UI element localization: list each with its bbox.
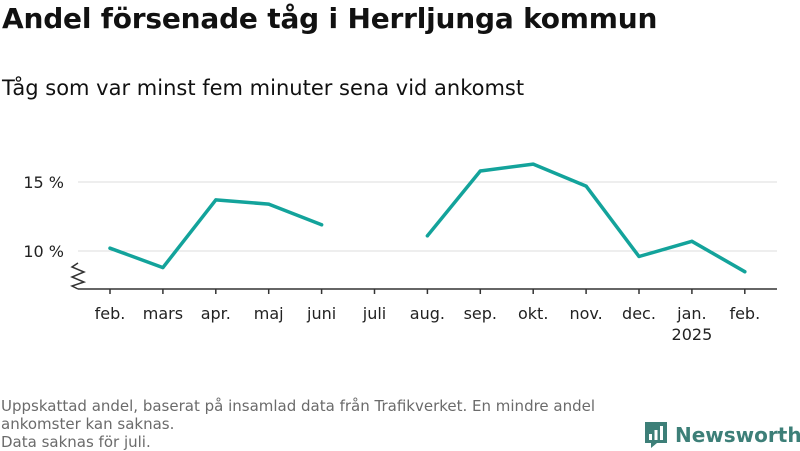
- footer-note-line: ankomster kan saknas.: [1, 415, 175, 433]
- x-tick-label: maj: [254, 304, 284, 323]
- data-point: [425, 234, 429, 238]
- bar-chart-speech-bubble-icon: [645, 422, 667, 448]
- data-point: [584, 184, 588, 188]
- data-point: [161, 265, 165, 270]
- x-tick-label: sep.: [464, 304, 497, 323]
- x-tick-label: mars: [143, 304, 183, 323]
- data-point: [320, 223, 324, 227]
- data-point: [637, 254, 641, 259]
- newsworthy-logo: Newsworthy: [643, 420, 800, 450]
- x-tick-label: feb.: [95, 304, 126, 323]
- x-tick-label: juli: [362, 304, 386, 323]
- x-tick-label: dec.: [622, 304, 656, 323]
- y-tick-label: 10 %: [23, 242, 64, 261]
- x-tick-label: nov.: [569, 304, 602, 323]
- series-line: [425, 162, 747, 274]
- data-point: [531, 162, 535, 166]
- data-point: [267, 202, 271, 206]
- axis-break-icon: [70, 262, 87, 290]
- chart-title: Andel försenade tåg i Herrljunga kommun: [2, 2, 658, 35]
- chart-subtitle: Tåg som var minst fem minuter sena vid a…: [2, 76, 525, 100]
- brand-name: Newsworthy: [675, 423, 800, 447]
- footer-note-line: Uppskattad andel, baserat på insamlad da…: [1, 397, 596, 415]
- y-tick-label: 15 %: [23, 173, 64, 192]
- data-point: [214, 198, 218, 202]
- x-tick-label: feb.: [729, 304, 760, 323]
- x-tick-label: aug.: [410, 304, 445, 323]
- data-point: [690, 239, 694, 243]
- series-line: [108, 198, 324, 270]
- footer-note: Uppskattad andel, baserat på insamlad da…: [1, 397, 641, 451]
- x-tick-label: okt.: [518, 304, 548, 323]
- x-tick-label: apr.: [201, 304, 231, 323]
- x-tick-sublabel: 2025: [672, 325, 713, 344]
- data-point: [478, 169, 482, 173]
- footer-note-line: Data saknas för juli.: [1, 433, 151, 451]
- data-point: [743, 270, 747, 274]
- data-point: [108, 246, 112, 250]
- x-tick-label: jan.: [676, 304, 706, 323]
- x-tick-label: juni: [306, 304, 336, 323]
- line-chart: 10 % 15 % feb. mars apr. maj juni juli aug. sep. o…: [23, 162, 777, 344]
